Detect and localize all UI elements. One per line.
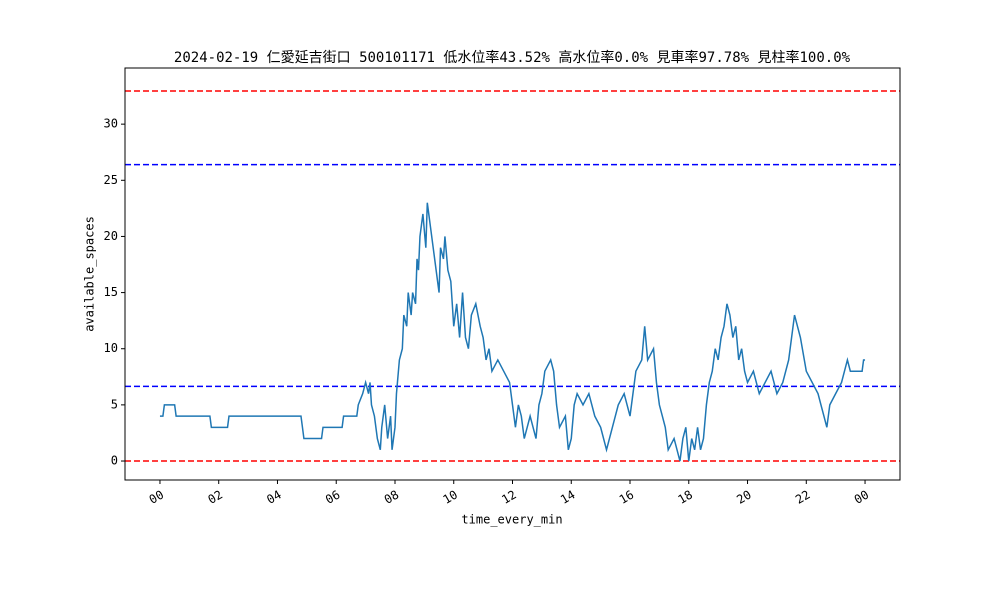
y-tick-label: 25: [104, 173, 118, 187]
x-tick-label: 02: [205, 488, 225, 507]
y-tick-label: 20: [104, 229, 118, 243]
y-tick-label: 30: [104, 117, 118, 131]
y-tick-label: 10: [104, 341, 118, 355]
y-axis-label: available_spaces: [83, 216, 97, 332]
y-tick-label: 0: [111, 454, 118, 468]
x-tick-label: 06: [323, 488, 343, 507]
data-line: [159, 202, 866, 462]
x-tick-label: 08: [382, 488, 402, 507]
x-tick-label: 18: [676, 488, 696, 507]
x-tick-label: 10: [440, 488, 460, 507]
x-tick-label: 04: [264, 488, 284, 507]
x-tick-label: 12: [499, 488, 519, 507]
chart-title: 2024-02-19 仁愛延吉街口 500101171 低水位率43.52% 高…: [174, 49, 851, 66]
x-axis-label: time_every_min: [461, 513, 562, 527]
x-tick-label: 00: [147, 488, 167, 507]
x-tick-label: 00: [852, 488, 872, 507]
x-tick-label: 20: [734, 488, 754, 507]
x-tick-label: 22: [793, 488, 813, 507]
plot-frame: [124, 67, 901, 481]
x-tick-label: 14: [558, 488, 578, 507]
y-tick-label: 15: [104, 285, 118, 299]
x-tick-label: 16: [617, 488, 637, 507]
y-tick-label: 5: [111, 397, 118, 411]
